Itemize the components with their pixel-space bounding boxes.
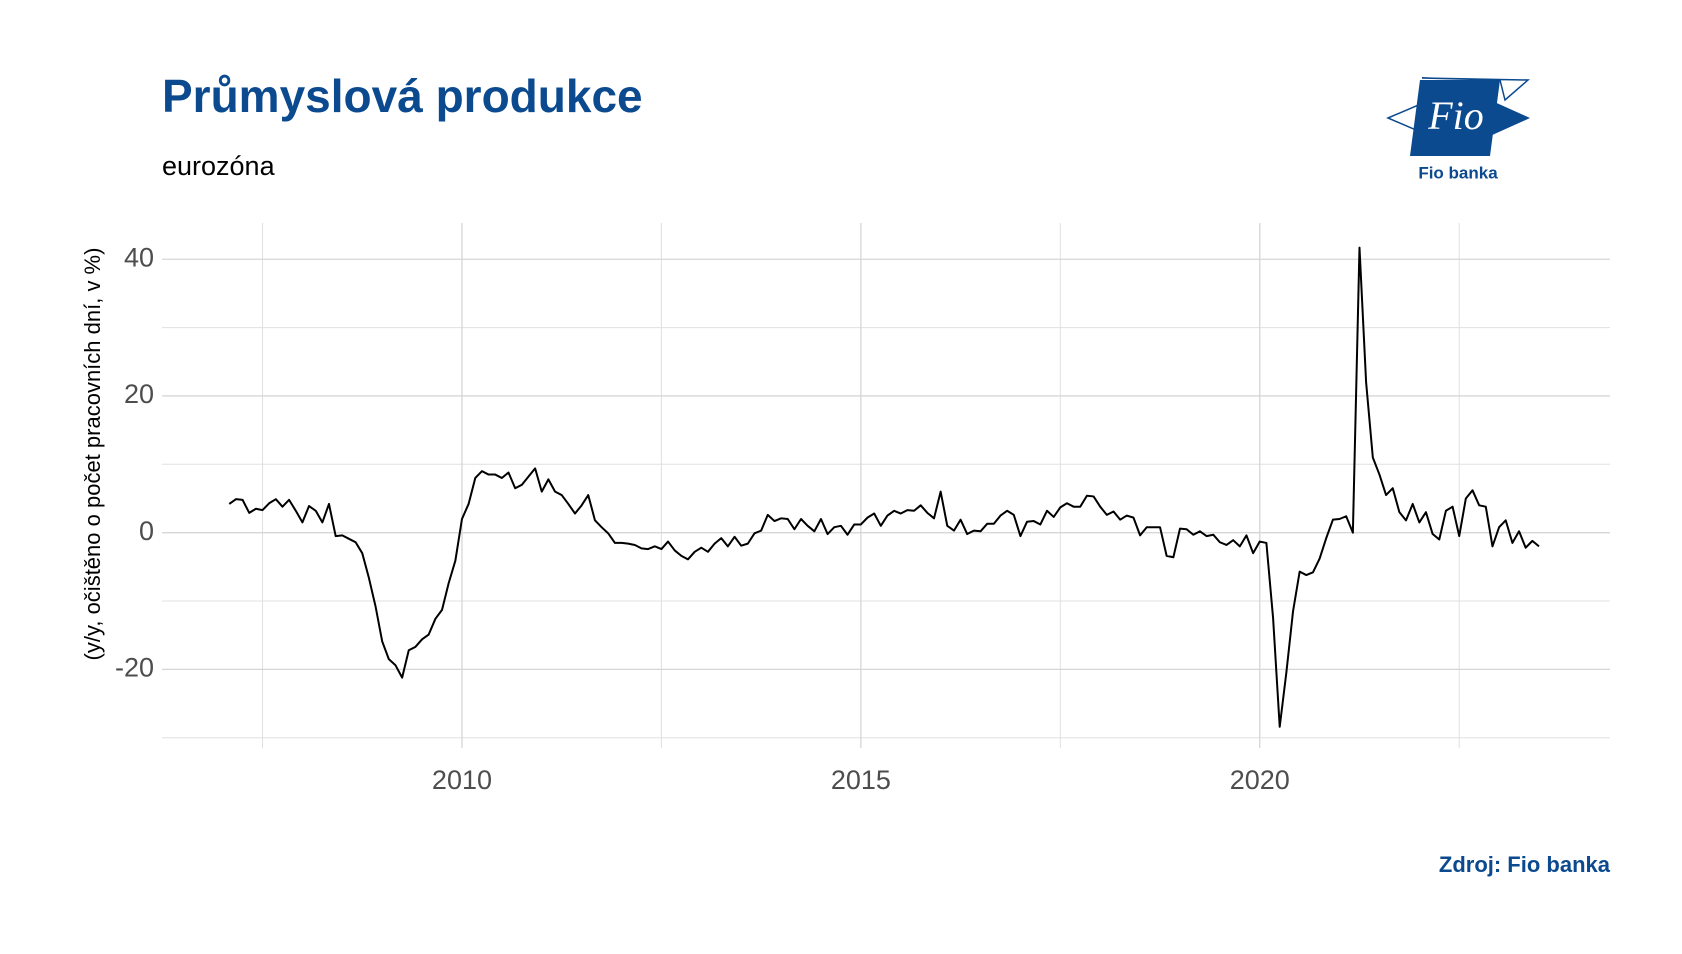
y-tick-label: 20 — [124, 379, 154, 409]
logo-name: Fio banka — [1418, 163, 1498, 182]
y-tick-label: -20 — [115, 653, 154, 683]
x-tick-label: 2015 — [831, 765, 891, 795]
x-tick-label: 2010 — [432, 765, 492, 795]
logo-mark: Fio — [1427, 93, 1484, 138]
chart-subtitle: eurozóna — [162, 151, 276, 181]
logo: Fio Fio banka — [1386, 77, 1530, 182]
y-axis-label: (y/y, očištěno o počet pracovních dní, v… — [80, 248, 105, 661]
y-tick-label: 0 — [139, 516, 154, 546]
data-line — [228, 246, 1540, 728]
logo-shape — [1410, 80, 1500, 156]
logo-shape — [1490, 100, 1530, 136]
y-tick-label: 40 — [124, 242, 154, 272]
x-tick-label: 2020 — [1230, 765, 1290, 795]
source: Zdroj: Fio banka — [1439, 852, 1611, 877]
logo-shape — [1421, 77, 1530, 102]
chart-title: Průmyslová produkce — [162, 70, 643, 122]
